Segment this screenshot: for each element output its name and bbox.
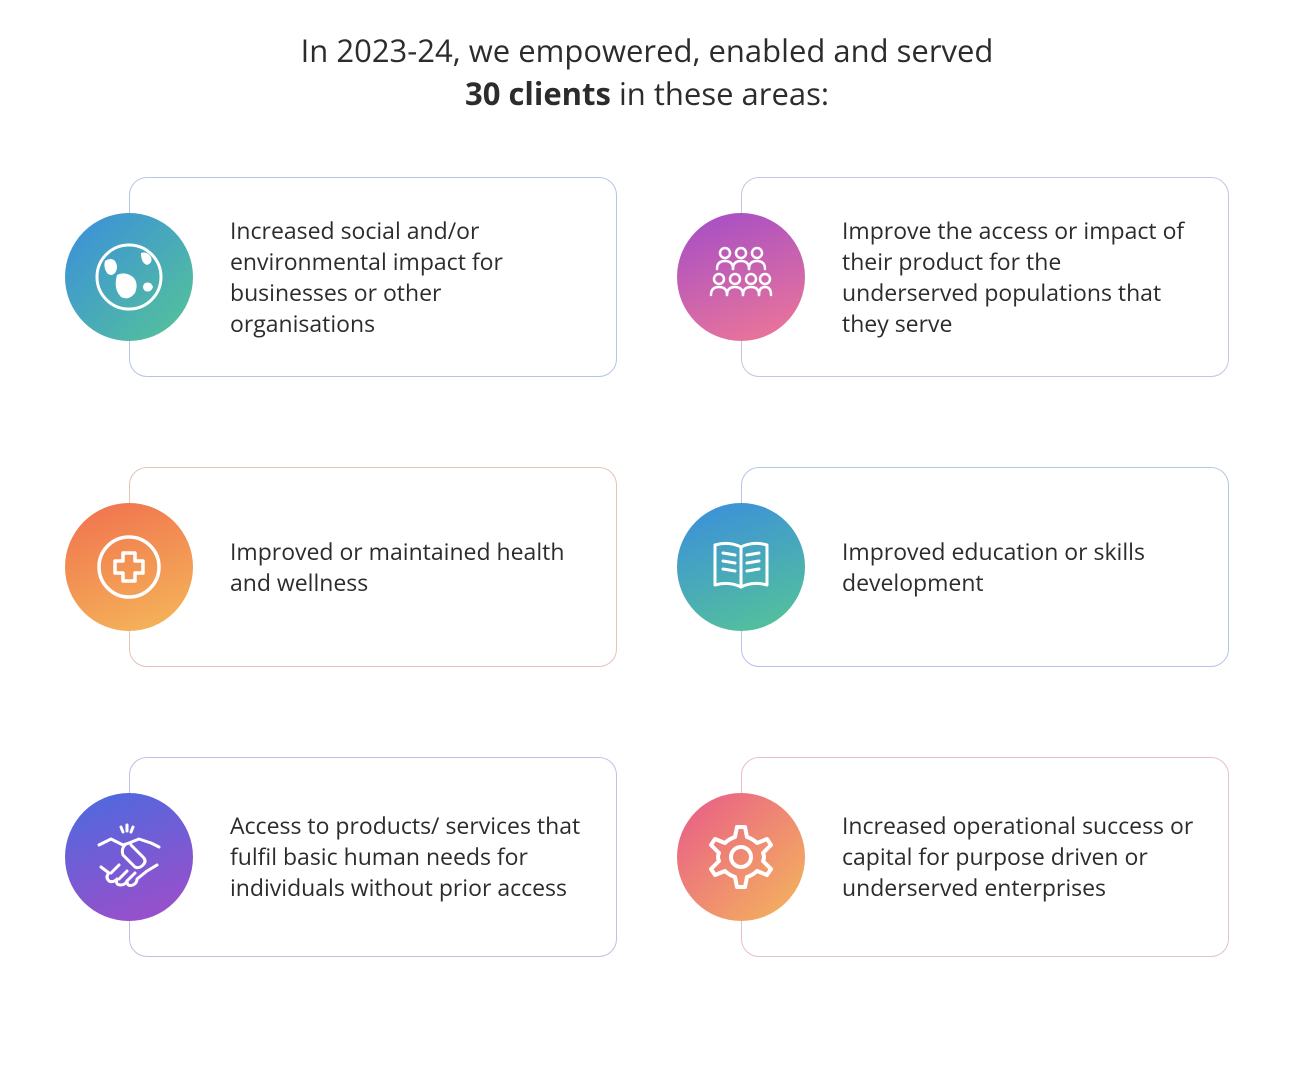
card-text: Increased operational success or capital… [741, 757, 1229, 957]
globe-icon [65, 213, 193, 341]
handshake-icon [65, 793, 193, 921]
heading-line1: In 2023-24, we empowered, enabled and se… [301, 30, 994, 72]
page-heading: In 2023-24, we empowered, enabled and se… [60, 30, 1234, 117]
card-text: Improved education or skills development [741, 467, 1229, 667]
people-icon [677, 213, 805, 341]
card-underserved-access: Improve the access or impact of their pr… [677, 177, 1229, 377]
card-grid: Increased social and/or environmental im… [60, 177, 1234, 957]
card-basic-needs: Access to products/ services that fulfil… [65, 757, 617, 957]
heading-bold: 30 clients [465, 73, 611, 115]
card-operational-success: Increased operational success or capital… [677, 757, 1229, 957]
card-text: Improved or maintained health and wellne… [129, 467, 617, 667]
card-education-skills: Improved education or skills development [677, 467, 1229, 667]
heading-rest: in these areas: [611, 73, 829, 115]
card-text: Increased social and/or environmental im… [129, 177, 617, 377]
card-social-environmental: Increased social and/or environmental im… [65, 177, 617, 377]
card-health-wellness: Improved or maintained health and wellne… [65, 467, 617, 667]
card-text: Access to products/ services that fulfil… [129, 757, 617, 957]
health-cross-icon [65, 503, 193, 631]
book-icon [677, 503, 805, 631]
card-text: Improve the access or impact of their pr… [741, 177, 1229, 377]
gear-icon [677, 793, 805, 921]
